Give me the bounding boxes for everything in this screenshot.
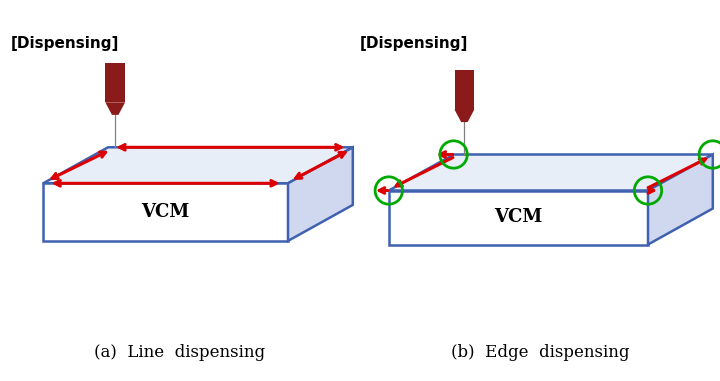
Text: VCM: VCM [494,208,543,226]
Polygon shape [288,147,353,241]
Polygon shape [43,183,288,241]
Text: [Dispensing]: [Dispensing] [360,36,469,51]
Polygon shape [389,155,713,190]
Text: VCM: VCM [141,203,190,221]
Polygon shape [648,155,713,245]
Polygon shape [105,63,125,102]
Polygon shape [43,147,353,183]
Text: (a)  Line  dispensing: (a) Line dispensing [94,344,266,361]
Polygon shape [389,190,648,245]
Polygon shape [454,109,474,122]
Text: [Dispensing]: [Dispensing] [11,36,120,51]
Text: (b)  Edge  dispensing: (b) Edge dispensing [451,344,629,361]
Polygon shape [105,102,125,115]
Polygon shape [454,70,474,109]
